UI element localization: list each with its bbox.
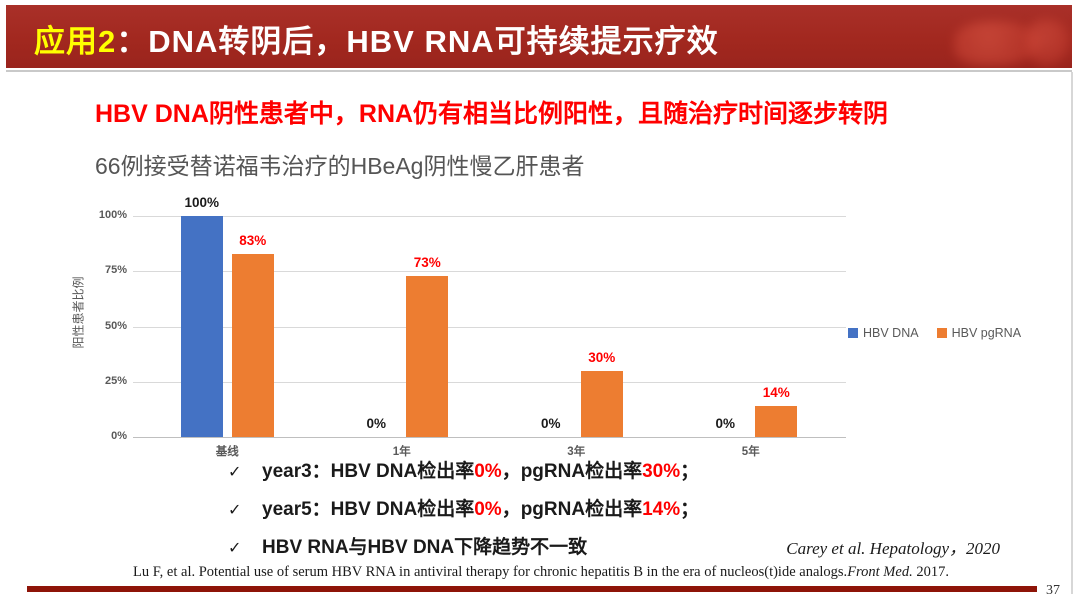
bar-value-label: 0% — [366, 416, 386, 431]
legend-swatch — [848, 328, 858, 338]
bar-hbv-pgrna — [755, 406, 798, 437]
header-bar: 应用2：DNA转阴后，HBV RNA可持续提示疗效 — [6, 5, 1072, 68]
title-text: DNA转阴后，HBV RNA可持续提示疗效 — [148, 24, 719, 59]
bar-value-label: 0% — [540, 416, 561, 431]
footer-reference: Lu F, et al. Potential use of serum HBV … — [133, 564, 949, 580]
bar-value-label: 100% — [184, 195, 220, 210]
header-divider — [6, 70, 1072, 72]
bar-hbv-pgrna — [406, 275, 449, 437]
citation: Carey et al. Hepatology，2020 — [786, 539, 1000, 558]
checkmark-icon: ✓ — [228, 540, 242, 557]
bar-value-label: 30% — [588, 349, 616, 365]
liver-illustration — [954, 21, 1040, 65]
bar-hbv-pgrna — [231, 253, 274, 437]
legend-label: HBV pgRNA — [951, 326, 1022, 340]
page-title: 应用2：DNA转阴后，HBV RNA可持续提示疗效 — [34, 16, 719, 61]
bullet-text: year5：HBV DNA检出率0%，pgRNA检出率14%； — [262, 499, 700, 520]
bullet-text: year3：HBV DNA检出率0%，pgRNA检出率30%； — [262, 461, 700, 482]
legend-item: HBV pgRNA — [936, 326, 1022, 340]
checkmark-icon: ✓ — [228, 464, 242, 481]
legend-label: HBV DNA — [863, 326, 919, 340]
bullet-item: ✓ year3：HBV DNA检出率0%，pgRNA检出率30%； — [228, 456, 699, 483]
bar-value-label: 0% — [715, 416, 735, 431]
y-tick-label: 25% — [104, 374, 127, 387]
y-tick-label: 50% — [104, 319, 127, 332]
title-separator: ： — [116, 24, 149, 59]
checkmark-icon: ✓ — [228, 502, 242, 519]
gridline — [133, 381, 846, 383]
chart-legend: HBV DNA HBV pgRNA — [848, 326, 1021, 340]
bar-value-label: 73% — [413, 254, 441, 270]
gridline — [133, 216, 846, 217]
legend-item: HBV DNA — [848, 326, 919, 340]
bar-value-label: 83% — [239, 232, 267, 248]
bar-value-label: 14% — [762, 385, 790, 401]
bullet-text: HBV RNA与HBV DNA下降趋势不一致 — [262, 537, 588, 558]
bullet-item: ✓ year5：HBV DNA检出率0%，pgRNA检出率14%； — [228, 494, 699, 521]
y-axis-title: 阳性患者比例 — [71, 276, 86, 349]
bullet-item: ✓ HBV RNA与HBV DNA下降趋势不一致 — [228, 532, 699, 559]
bar-hbv-pgrna — [580, 370, 623, 437]
headline: HBV DNA阴性患者中，RNA仍有相当比例阳性，且随治疗时间逐步转阴 — [95, 100, 889, 128]
title-tag: 应用2 — [34, 24, 117, 59]
bottom-accent-bar — [27, 586, 1037, 592]
bar-hbv-dna — [180, 216, 223, 437]
gridline — [133, 271, 846, 273]
y-tick-label: 0% — [111, 430, 127, 442]
y-tick-label: 100% — [98, 209, 127, 221]
gridline — [133, 437, 846, 438]
y-tick-label: 75% — [104, 264, 127, 277]
page-number: 37 — [1046, 583, 1060, 594]
bullet-list: ✓ year3：HBV DNA检出率0%，pgRNA检出率30%； ✓ year5：H… — [228, 456, 699, 570]
slide-right-border — [1071, 72, 1073, 594]
legend-swatch — [936, 328, 947, 338]
x-category-label: 5年 — [741, 446, 760, 458]
liver-illustration — [1026, 19, 1070, 65]
chart-title: 66例接受替诺福韦治疗的HBeAg阴性慢乙肝患者 — [95, 153, 585, 179]
gridline — [133, 326, 846, 328]
